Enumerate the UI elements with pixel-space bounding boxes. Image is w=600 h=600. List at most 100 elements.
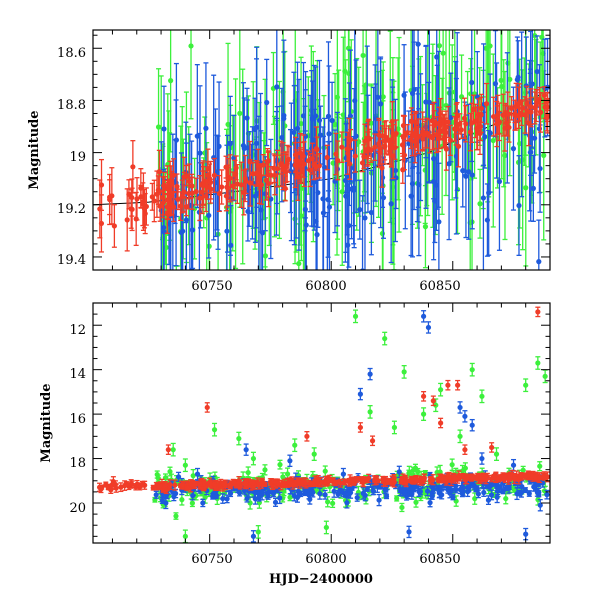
data-point-green — [325, 496, 331, 508]
data-point-red — [330, 477, 336, 486]
data-point-green — [503, 492, 509, 505]
data-point-red — [511, 472, 518, 485]
outlier-point-blue — [406, 525, 412, 539]
bottom-panel-frame — [92, 302, 551, 544]
data-point-red — [440, 474, 446, 484]
data-point-red — [437, 113, 444, 137]
series-red — [97, 140, 149, 253]
data-point-red — [346, 478, 352, 484]
data-point-blue — [277, 491, 283, 505]
outlier-point-green — [367, 405, 373, 419]
data-point-red — [128, 189, 134, 229]
data-point-blue — [288, 102, 294, 242]
data-point-red — [111, 204, 117, 248]
data-point-red — [175, 188, 181, 211]
data-point-green — [322, 465, 328, 477]
data-point-blue — [530, 154, 536, 222]
data-point-blue — [423, 45, 429, 159]
outlier-point-green — [211, 422, 218, 437]
data-point-blue — [200, 498, 206, 508]
data-point-blue — [429, 492, 435, 500]
outlier-point-green — [479, 389, 485, 404]
data-point-red — [389, 101, 395, 142]
data-point-red — [360, 475, 366, 482]
data-point-red — [532, 91, 538, 125]
top-y-axis-label: Magnitude — [27, 110, 42, 189]
data-point-red — [427, 119, 433, 154]
outlier-point-blue — [537, 498, 543, 512]
data-point-blue — [342, 98, 348, 263]
data-point-blue — [487, 73, 493, 193]
data-point-blue — [383, 493, 390, 500]
data-point-blue — [224, 494, 230, 504]
data-point-red — [179, 480, 185, 490]
data-point-red — [280, 483, 286, 489]
bottom-x-tick-label: 60800 — [305, 552, 346, 567]
data-point-blue — [303, 149, 309, 270]
data-point-red — [324, 144, 330, 171]
data-point-blue — [526, 490, 532, 497]
top-series-group — [93, 30, 550, 394]
data-point-red — [339, 131, 345, 164]
data-point-green — [155, 68, 162, 186]
data-point-red — [356, 476, 362, 482]
data-point-red — [542, 95, 548, 120]
data-point-red — [151, 179, 157, 223]
data-point-blue — [342, 491, 348, 498]
outlier-point-blue — [510, 458, 517, 472]
data-point-red — [391, 476, 397, 488]
data-point-blue — [159, 496, 165, 504]
data-point-red — [413, 474, 419, 482]
data-point-red — [208, 160, 214, 204]
data-point-red — [230, 171, 236, 201]
outlier-point-blue — [523, 527, 529, 541]
data-point-red — [467, 112, 473, 152]
data-point-red — [398, 478, 404, 485]
data-point-blue — [310, 487, 316, 498]
data-point-green — [168, 30, 174, 153]
data-point-red — [272, 478, 278, 485]
data-point-red — [162, 481, 168, 490]
data-point-red — [222, 481, 228, 489]
data-point-red — [458, 120, 464, 140]
bottom-x-axis-label: HJD−2400000 — [269, 572, 373, 587]
data-point-red — [352, 139, 358, 173]
data-point-red — [335, 479, 341, 485]
data-point-green — [270, 51, 277, 125]
bottom-y-tick-label: 14 — [69, 367, 86, 382]
data-point-red — [526, 100, 532, 147]
data-point-blue — [307, 493, 313, 505]
data-point-red — [157, 190, 163, 222]
data-point-red — [506, 112, 512, 143]
data-point-red — [216, 174, 223, 213]
data-point-green — [178, 317, 183, 394]
data-point-red — [537, 472, 543, 484]
data-point-red — [128, 479, 134, 489]
top-y-tick-label: 18.6 — [57, 46, 86, 61]
outlier-point-green — [457, 429, 463, 444]
bottom-y-tick-label: 20 — [69, 501, 86, 516]
top-panel-frame — [92, 29, 551, 271]
data-point-blue — [326, 65, 332, 203]
data-point-red — [157, 481, 163, 490]
data-point-green — [277, 459, 283, 470]
data-point-red — [224, 166, 230, 208]
top-y-tick-label: 19.2 — [57, 202, 86, 217]
data-point-red — [388, 128, 395, 167]
data-point-red — [478, 93, 484, 123]
bottom-series-group — [96, 306, 550, 543]
data-point-blue — [417, 487, 423, 496]
data-point-red — [241, 169, 247, 216]
data-point-blue — [537, 124, 543, 213]
data-point-blue — [298, 490, 304, 498]
data-point-green — [167, 466, 173, 477]
data-point-blue — [253, 58, 260, 229]
data-point-red — [490, 96, 497, 137]
data-point-red — [169, 170, 175, 198]
data-point-red — [366, 128, 372, 149]
outlier-point-blue — [420, 310, 427, 323]
outlier-point-blue — [250, 530, 257, 543]
data-point-red — [107, 173, 113, 226]
data-point-red — [362, 123, 368, 160]
data-point-red — [140, 182, 146, 227]
